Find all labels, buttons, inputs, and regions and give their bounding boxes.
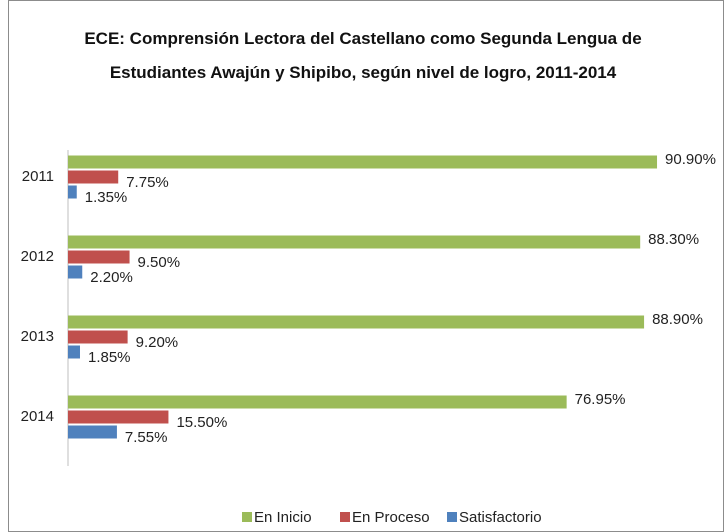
- legend-label: Satisfactorio: [459, 509, 542, 526]
- bar: [68, 235, 641, 249]
- legend-swatch: [242, 512, 252, 522]
- bar: [68, 395, 567, 409]
- value-label: 88.30%: [648, 231, 699, 248]
- bar: [68, 170, 119, 184]
- y-tick-label: 2012: [21, 248, 54, 265]
- bar: [68, 185, 77, 199]
- bar: [68, 265, 83, 279]
- value-label: 9.20%: [136, 334, 179, 351]
- chart-title: ECE: Comprensión Lectora del Castellano …: [84, 29, 642, 82]
- value-label: 15.50%: [176, 414, 227, 431]
- bar: [68, 345, 80, 359]
- legend-swatch: [447, 512, 457, 522]
- value-label: 88.90%: [652, 311, 703, 328]
- y-tick-label: 2011: [22, 168, 54, 185]
- value-label: 76.95%: [575, 391, 626, 408]
- value-label: 9.50%: [138, 254, 181, 271]
- bar: [68, 315, 645, 329]
- legend-label: En Proceso: [352, 509, 430, 526]
- legend-swatch: [340, 512, 350, 522]
- legend-label: En Inicio: [254, 509, 312, 526]
- value-label: 2.20%: [90, 269, 133, 286]
- value-label: 7.55%: [125, 429, 168, 446]
- bar: [68, 330, 128, 344]
- y-tick-label: 2013: [21, 328, 54, 345]
- bar: [68, 250, 130, 264]
- value-label: 7.75%: [126, 174, 169, 191]
- value-label: 90.90%: [665, 151, 716, 168]
- value-label: 1.35%: [85, 189, 128, 206]
- value-label: 1.85%: [88, 349, 131, 366]
- y-tick-label: 2014: [21, 408, 54, 425]
- bar: [68, 155, 658, 169]
- bar: [68, 425, 117, 439]
- bar: [68, 410, 169, 424]
